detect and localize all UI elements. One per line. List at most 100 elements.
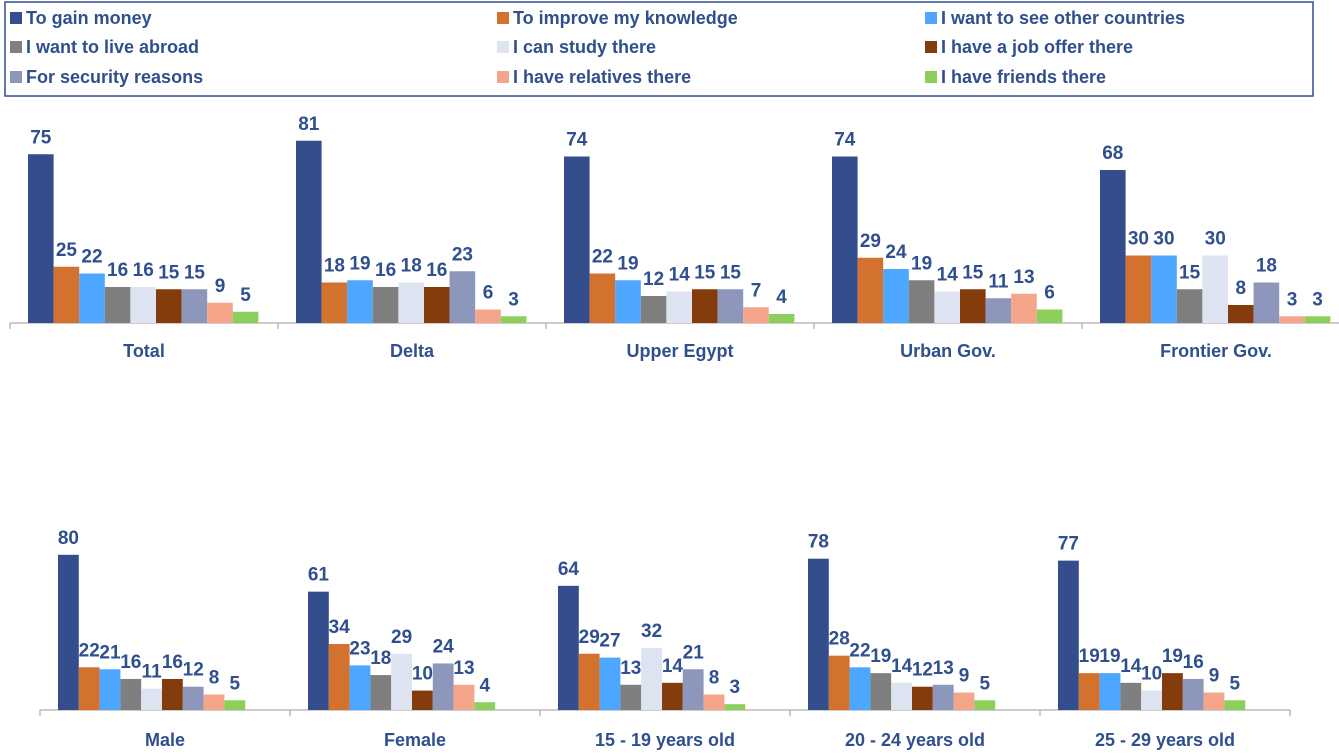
bar [28, 154, 54, 323]
bar [453, 684, 475, 710]
value-label: 12 [183, 660, 204, 681]
x-tick-label: 25 - 29 years old [1095, 730, 1235, 750]
bar [1304, 316, 1331, 323]
value-label: 3 [508, 289, 519, 310]
bar [828, 655, 850, 710]
bar [207, 302, 233, 323]
bar [474, 702, 496, 710]
bar [391, 653, 412, 710]
bar [615, 280, 641, 323]
bar [808, 558, 829, 710]
legend-label: For security reasons [26, 67, 203, 87]
bar [120, 678, 142, 710]
value-label: 19 [349, 253, 370, 274]
bar [589, 273, 616, 323]
x-tick-label: Frontier Gov. [1160, 341, 1272, 361]
bar [141, 688, 162, 710]
value-label: 16 [375, 260, 396, 281]
value-label: 13 [933, 658, 954, 679]
bar [308, 591, 329, 710]
value-label: 7 [751, 280, 762, 301]
value-label: 3 [1287, 289, 1298, 310]
bar [370, 675, 392, 710]
bar [104, 287, 131, 323]
bar [1182, 678, 1204, 710]
bar [432, 663, 454, 710]
value-label: 18 [401, 256, 422, 277]
value-label: 29 [860, 231, 881, 252]
value-label: 22 [849, 640, 870, 661]
bar [58, 554, 79, 710]
bar [1202, 255, 1228, 323]
bar [908, 280, 935, 323]
value-label: 11 [142, 662, 163, 683]
bar [832, 156, 858, 323]
bar [424, 287, 450, 323]
value-label: 18 [1256, 256, 1277, 277]
legend-swatch [925, 12, 937, 24]
value-label: 34 [329, 617, 351, 638]
value-label: 15 [158, 262, 180, 283]
value-label: 15 [1179, 262, 1201, 283]
x-tick-label: Delta [390, 341, 435, 361]
bar [717, 289, 744, 323]
bar [156, 289, 182, 323]
legend-label: I have a job offer there [941, 37, 1133, 57]
value-label: 29 [391, 627, 412, 648]
value-label: 6 [1044, 283, 1055, 304]
bar [578, 653, 600, 710]
bar [99, 669, 121, 710]
value-label: 14 [891, 656, 913, 677]
bar [662, 682, 683, 710]
legend-label: To gain money [26, 8, 152, 28]
bar [640, 296, 667, 323]
value-label: 5 [240, 285, 251, 306]
value-label: 12 [912, 660, 933, 681]
value-label: 77 [1058, 534, 1079, 555]
value-label: 22 [592, 247, 613, 268]
bar [1100, 170, 1126, 323]
bar [1120, 682, 1142, 710]
value-label: 5 [230, 673, 241, 694]
bar [1176, 289, 1203, 323]
value-label: 21 [99, 642, 121, 663]
bar [960, 289, 986, 323]
value-label: 24 [433, 636, 455, 657]
x-tick-label: Urban Gov. [900, 341, 996, 361]
value-label: 5 [980, 673, 991, 694]
value-label: 22 [79, 640, 100, 661]
legend-label: I want to see other countries [941, 8, 1185, 28]
value-label: 14 [662, 656, 684, 677]
bar [1151, 255, 1177, 323]
value-label: 15 [720, 262, 742, 283]
bar [203, 694, 225, 710]
value-label: 18 [324, 256, 345, 277]
value-label: 15 [694, 262, 716, 283]
value-label: 64 [558, 559, 580, 580]
value-label: 5 [1230, 673, 1241, 694]
bar [682, 669, 704, 710]
bar [743, 307, 769, 323]
value-label: 16 [162, 652, 183, 673]
bar [564, 156, 590, 323]
legend-box [4, 1, 1314, 97]
x-tick-label: Female [384, 730, 446, 750]
value-label: 80 [58, 528, 79, 549]
bar [692, 289, 718, 323]
bar [891, 682, 912, 710]
value-label: 32 [641, 621, 662, 642]
value-label: 8 [1236, 278, 1247, 299]
bar [347, 280, 373, 323]
bar [912, 686, 933, 710]
value-label: 15 [184, 262, 206, 283]
value-label: 9 [959, 666, 970, 687]
value-label: 30 [1153, 229, 1174, 250]
bar [1036, 309, 1063, 323]
legend-label: I have friends there [941, 67, 1106, 87]
legend-label: I want to live abroad [26, 37, 199, 57]
bar [181, 289, 208, 323]
bar [883, 269, 909, 323]
x-tick-label: 20 - 24 years old [845, 730, 985, 750]
x-tick-label: 15 - 19 years old [595, 730, 735, 750]
